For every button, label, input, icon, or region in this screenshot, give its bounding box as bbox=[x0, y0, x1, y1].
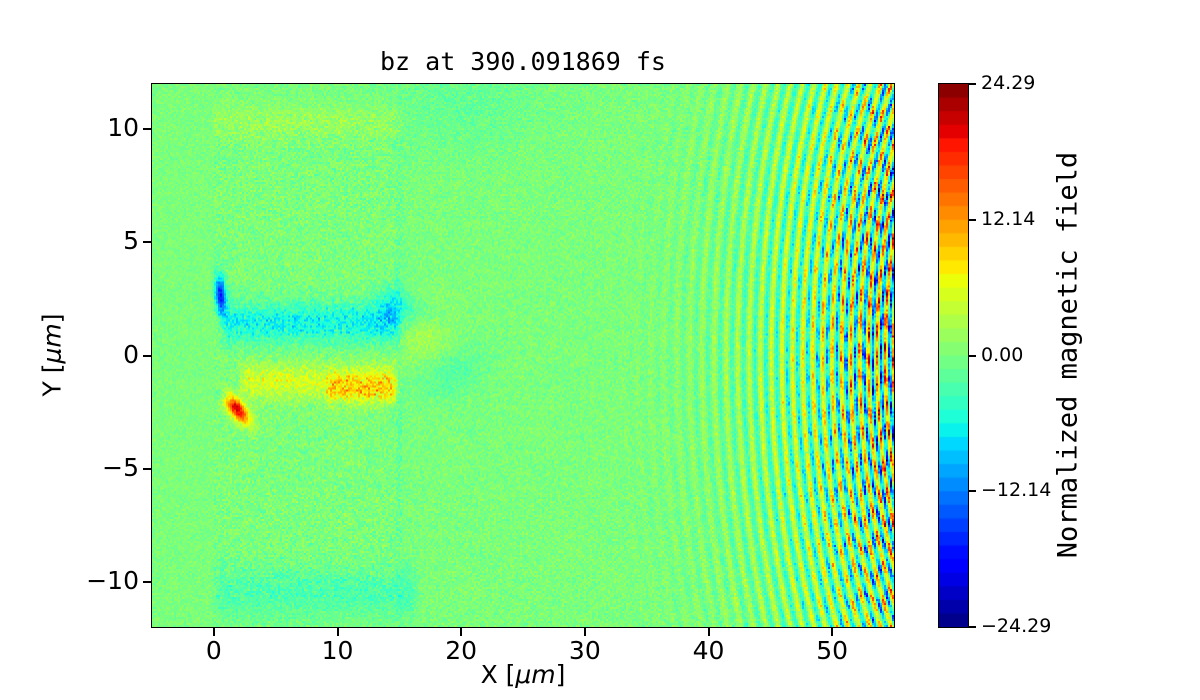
x-tick-label: 50 bbox=[816, 636, 849, 665]
x-tick-mark bbox=[460, 628, 463, 636]
mu-symbol: μm bbox=[515, 660, 556, 689]
x-tick-mark bbox=[212, 628, 215, 636]
y-tick-mark bbox=[143, 128, 151, 131]
colorbar-tick-mark bbox=[969, 83, 976, 85]
y-tick-label: −5 bbox=[102, 452, 139, 482]
x-tick-label: 10 bbox=[321, 636, 354, 665]
y-tick-label: 0 bbox=[123, 339, 139, 369]
colorbar-tick-label: 12.14 bbox=[981, 207, 1036, 230]
colorbar-tick-label: 24.29 bbox=[981, 72, 1036, 94]
colorbar-tick-label: 0.00 bbox=[981, 343, 1024, 366]
colorbar-tick-mark bbox=[969, 626, 976, 628]
x-tick-label: 20 bbox=[445, 636, 478, 665]
x-axis-label: X [μm] bbox=[480, 660, 566, 689]
x-tick-mark bbox=[336, 628, 339, 636]
y-tick-mark bbox=[143, 354, 151, 357]
colorbar-tick-mark bbox=[969, 218, 976, 221]
x-tick-mark bbox=[583, 628, 586, 636]
y-tick-label: −10 bbox=[86, 565, 139, 595]
colorbar-gradient bbox=[938, 83, 969, 628]
mu-symbol: μm bbox=[37, 323, 67, 364]
y-tick-label: 5 bbox=[123, 226, 139, 256]
heatmap-canvas bbox=[151, 83, 895, 628]
y-tick-mark bbox=[143, 467, 151, 470]
colorbar-tick-label: −12.14 bbox=[981, 479, 1052, 502]
x-tick-label: 30 bbox=[568, 636, 601, 665]
colorbar-tick-mark bbox=[969, 490, 976, 493]
y-axis-label: Y [μm] bbox=[37, 313, 67, 397]
chart-title: bz at 390.091869 fs bbox=[380, 47, 666, 76]
x-tick-mark bbox=[831, 628, 834, 636]
y-tick-mark bbox=[143, 580, 151, 583]
x-tick-label: 0 bbox=[205, 636, 222, 665]
y-tick-label: 10 bbox=[107, 113, 139, 143]
colorbar-tick-label: −24.29 bbox=[981, 615, 1052, 637]
x-tick-label: 40 bbox=[692, 636, 725, 665]
x-tick-mark bbox=[707, 628, 710, 636]
colorbar-tick-mark bbox=[969, 354, 976, 357]
colorbar-label: Normalized magnetic field bbox=[1052, 151, 1084, 559]
y-tick-mark bbox=[143, 241, 151, 244]
